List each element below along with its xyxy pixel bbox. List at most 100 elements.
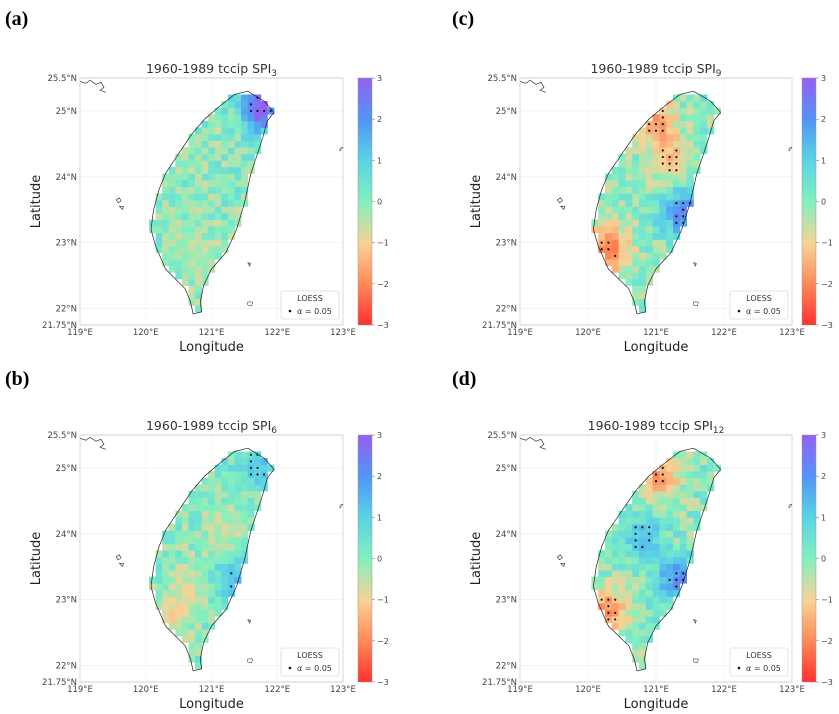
heatmap-cell xyxy=(195,199,203,207)
heatmap-cell xyxy=(611,583,619,591)
heatmap-cell xyxy=(659,206,667,214)
heatmap-cell xyxy=(700,127,708,135)
heatmap-cell xyxy=(227,232,235,240)
heatmap-cell xyxy=(214,471,222,479)
heatmap-cell xyxy=(611,530,619,538)
heatmap-cell xyxy=(208,602,216,610)
heatmap-cell xyxy=(618,583,626,591)
heatmap-cell xyxy=(227,180,235,188)
heatmap-cell xyxy=(175,213,183,221)
heatmap-cell xyxy=(652,537,660,545)
heatmap-cell xyxy=(673,180,681,188)
significance-dot xyxy=(661,123,664,126)
heatmap-cell xyxy=(201,252,209,260)
heatmap-cell xyxy=(234,193,242,201)
heatmap-cell xyxy=(247,120,255,128)
heatmap-cell xyxy=(201,193,209,201)
heatmap-cell xyxy=(632,622,640,630)
heatmap-cell xyxy=(673,232,681,240)
heatmap-cell xyxy=(632,497,640,505)
heatmap-cell xyxy=(639,570,647,578)
heatmap-cell xyxy=(208,510,216,518)
significance-dot xyxy=(249,103,253,106)
heatmap-cell xyxy=(221,147,229,155)
heatmap-cell xyxy=(639,609,647,617)
heatmap-cells xyxy=(149,94,275,313)
heatmap-cell xyxy=(241,114,249,122)
heatmap-cell xyxy=(234,451,242,459)
heatmap-cell xyxy=(162,199,170,207)
heatmap-cell xyxy=(162,232,170,240)
heatmap-cell xyxy=(221,477,229,485)
heatmap-cell xyxy=(652,252,660,260)
heatmap-cell xyxy=(149,226,157,234)
heatmap-cell xyxy=(234,537,242,545)
heatmap-cell xyxy=(639,550,647,558)
heatmap-cell xyxy=(227,193,235,201)
heatmap-cell xyxy=(625,622,633,630)
heatmap-cell xyxy=(639,213,647,221)
heatmap-cell xyxy=(639,616,647,624)
heatmap-cell xyxy=(188,609,196,617)
heatmap-cell xyxy=(168,226,176,234)
heatmap-cell xyxy=(645,252,653,260)
heatmap-cell xyxy=(686,173,694,181)
significance-dot xyxy=(661,109,664,113)
heatmap-cell xyxy=(625,186,633,194)
heatmap-cell xyxy=(625,206,633,214)
heatmap-cell xyxy=(652,563,660,571)
heatmap-cell xyxy=(162,602,170,610)
heatmap-cell xyxy=(632,239,640,247)
heatmap-cell xyxy=(181,635,189,643)
significance-dot xyxy=(641,545,644,549)
x-tick-label: 120°E xyxy=(575,328,601,338)
heatmap-cell xyxy=(221,140,229,148)
heatmap-cell xyxy=(208,147,216,155)
significance-dot xyxy=(668,155,671,159)
significance-dot xyxy=(675,169,678,172)
heatmap-cell xyxy=(149,583,157,591)
heatmap-cell xyxy=(188,602,196,610)
heatmap-cell xyxy=(659,140,667,148)
y-tick-label: 25.5°N xyxy=(47,74,77,84)
heatmap-cell xyxy=(632,517,640,525)
heatmap-cell xyxy=(181,160,189,168)
significance-dot xyxy=(661,129,664,132)
legend-dot xyxy=(737,309,741,313)
heatmap-cell xyxy=(214,199,222,207)
heatmap-cell xyxy=(659,530,667,538)
x-tick-label: 120°E xyxy=(133,685,159,695)
heatmap-cell xyxy=(155,245,163,253)
heatmap-cell xyxy=(195,232,203,240)
heatmap-cell xyxy=(181,622,189,630)
heatmap-cell xyxy=(227,173,235,181)
heatmap-cell xyxy=(155,199,163,207)
significance-dot xyxy=(661,155,664,159)
heatmap-cell xyxy=(666,589,674,597)
heatmap-cell xyxy=(679,517,687,525)
heatmap-cell xyxy=(673,206,681,214)
significance-dot xyxy=(661,162,664,165)
heatmap-cell xyxy=(195,140,203,148)
heatmap-cell xyxy=(175,232,183,240)
heatmap-cell xyxy=(208,259,216,267)
heatmap-cell xyxy=(162,259,170,267)
heatmap-cell xyxy=(625,193,633,201)
x-tick-label: 123°E xyxy=(779,685,805,695)
heatmap-cell xyxy=(195,622,203,630)
heatmap-cell xyxy=(201,153,209,161)
heatmap-cell xyxy=(652,517,660,525)
heatmap-cell xyxy=(632,232,640,240)
heatmap-cell xyxy=(652,259,660,267)
chart-title-main: 1960-1989 tccip SPI xyxy=(146,61,271,76)
heatmap-cell xyxy=(254,458,262,466)
significance-dot xyxy=(648,123,651,126)
heatmap-cell xyxy=(611,563,619,571)
heatmap-cell xyxy=(707,464,715,472)
heatmap-cell xyxy=(611,265,619,273)
heatmap-cell xyxy=(188,616,196,624)
heatmap-cell xyxy=(162,609,170,617)
heatmap-cell xyxy=(598,602,606,610)
heatmap-cell xyxy=(652,596,660,604)
heatmap-cell xyxy=(214,186,222,194)
